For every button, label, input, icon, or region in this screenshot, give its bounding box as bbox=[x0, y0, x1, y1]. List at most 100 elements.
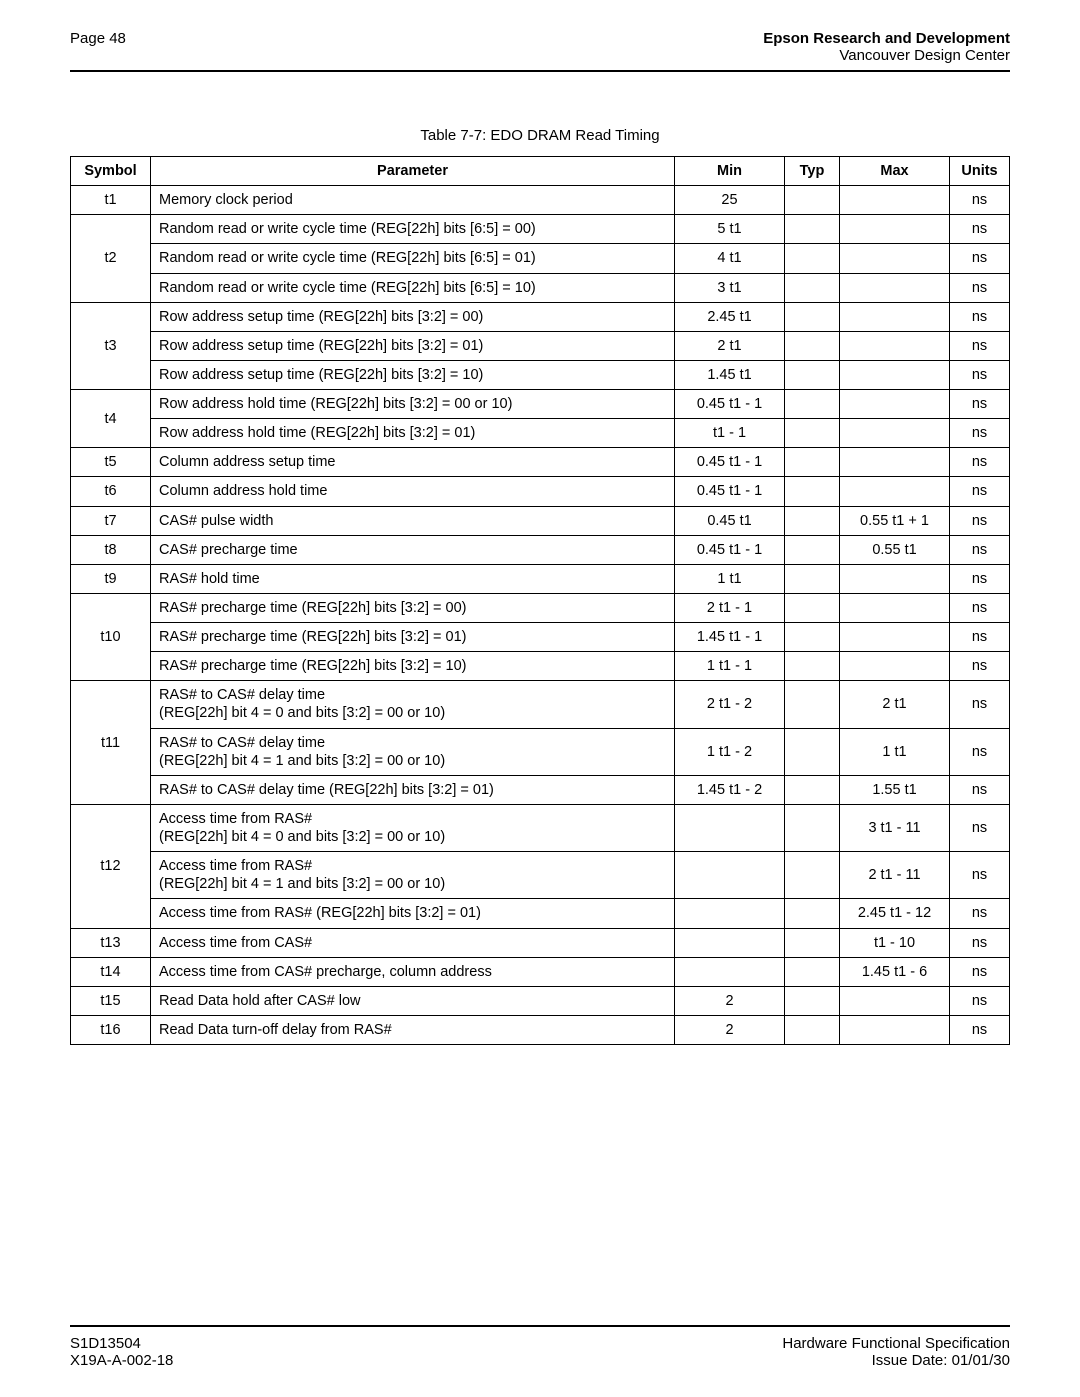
cell-min: 5 t1 bbox=[675, 215, 785, 244]
table-row: Access time from RAS#(REG[22h] bit 4 = 1… bbox=[71, 852, 1010, 899]
col-units: Units bbox=[950, 157, 1010, 186]
cell-parameter: Access time from CAS# bbox=[151, 928, 675, 957]
cell-min: 0.45 t1 bbox=[675, 506, 785, 535]
cell-typ bbox=[785, 928, 840, 957]
footer-left: S1D13504 X19A-A-002-18 bbox=[70, 1335, 173, 1369]
cell-units: ns bbox=[950, 215, 1010, 244]
cell-parameter: Row address setup time (REG[22h] bits [3… bbox=[151, 302, 675, 331]
cell-units: ns bbox=[950, 360, 1010, 389]
cell-symbol: t16 bbox=[71, 1015, 151, 1044]
cell-parameter: Access time from RAS#(REG[22h] bit 4 = 1… bbox=[151, 852, 675, 899]
cell-max bbox=[840, 215, 950, 244]
col-parameter: Parameter bbox=[151, 157, 675, 186]
cell-units: ns bbox=[950, 852, 1010, 899]
cell-min bbox=[675, 852, 785, 899]
cell-units: ns bbox=[950, 1015, 1010, 1044]
page-number: Page 48 bbox=[70, 30, 126, 47]
cell-units: ns bbox=[950, 535, 1010, 564]
cell-max bbox=[840, 419, 950, 448]
cell-max bbox=[840, 652, 950, 681]
cell-symbol: t3 bbox=[71, 302, 151, 389]
cell-units: ns bbox=[950, 448, 1010, 477]
col-min: Min bbox=[675, 157, 785, 186]
cell-typ bbox=[785, 652, 840, 681]
cell-min: t1 - 1 bbox=[675, 419, 785, 448]
cell-typ bbox=[785, 775, 840, 804]
col-typ: Typ bbox=[785, 157, 840, 186]
cell-symbol: t12 bbox=[71, 804, 151, 928]
cell-max bbox=[840, 186, 950, 215]
cell-units: ns bbox=[950, 244, 1010, 273]
cell-max bbox=[840, 593, 950, 622]
cell-units: ns bbox=[950, 302, 1010, 331]
table-row: RAS# to CAS# delay time (REG[22h] bits [… bbox=[71, 775, 1010, 804]
table-row: t13Access time from CAS#t1 - 10ns bbox=[71, 928, 1010, 957]
header-org: Epson Research and Development Vancouver… bbox=[763, 30, 1010, 64]
cell-max: 2 t1 bbox=[840, 681, 950, 728]
cell-min: 0.45 t1 - 1 bbox=[675, 448, 785, 477]
table-row: t12Access time from RAS#(REG[22h] bit 4 … bbox=[71, 804, 1010, 851]
cell-min: 1.45 t1 bbox=[675, 360, 785, 389]
cell-parameter: Memory clock period bbox=[151, 186, 675, 215]
header-org-bold: Epson Research and Development bbox=[763, 30, 1010, 47]
table-row: Row address hold time (REG[22h] bits [3:… bbox=[71, 419, 1010, 448]
cell-units: ns bbox=[950, 506, 1010, 535]
footer-right-1: Hardware Functional Specification bbox=[782, 1335, 1010, 1352]
cell-units: ns bbox=[950, 390, 1010, 419]
cell-parameter: Access time from RAS#(REG[22h] bit 4 = 0… bbox=[151, 804, 675, 851]
cell-symbol: t1 bbox=[71, 186, 151, 215]
cell-typ bbox=[785, 852, 840, 899]
cell-max: 1.55 t1 bbox=[840, 775, 950, 804]
cell-parameter: Row address setup time (REG[22h] bits [3… bbox=[151, 360, 675, 389]
cell-typ bbox=[785, 506, 840, 535]
cell-typ bbox=[785, 477, 840, 506]
cell-typ bbox=[785, 215, 840, 244]
cell-units: ns bbox=[950, 477, 1010, 506]
cell-max bbox=[840, 477, 950, 506]
cell-typ bbox=[785, 728, 840, 775]
cell-units: ns bbox=[950, 957, 1010, 986]
cell-min: 1.45 t1 - 2 bbox=[675, 775, 785, 804]
cell-parameter: Column address setup time bbox=[151, 448, 675, 477]
table-row: RAS# precharge time (REG[22h] bits [3:2]… bbox=[71, 652, 1010, 681]
header-org-sub: Vancouver Design Center bbox=[839, 47, 1010, 64]
cell-parameter: Random read or write cycle time (REG[22h… bbox=[151, 273, 675, 302]
cell-units: ns bbox=[950, 419, 1010, 448]
table-row: Row address setup time (REG[22h] bits [3… bbox=[71, 331, 1010, 360]
table-row: t6Column address hold time0.45 t1 - 1ns bbox=[71, 477, 1010, 506]
cell-symbol: t8 bbox=[71, 535, 151, 564]
table-row: Random read or write cycle time (REG[22h… bbox=[71, 273, 1010, 302]
cell-parameter: Random read or write cycle time (REG[22h… bbox=[151, 215, 675, 244]
cell-parameter: CAS# precharge time bbox=[151, 535, 675, 564]
table-row: Row address setup time (REG[22h] bits [3… bbox=[71, 360, 1010, 389]
cell-parameter: RAS# to CAS# delay time(REG[22h] bit 4 =… bbox=[151, 728, 675, 775]
col-max: Max bbox=[840, 157, 950, 186]
cell-symbol: t2 bbox=[71, 215, 151, 302]
footer-right-2: Issue Date: 01/01/30 bbox=[872, 1352, 1010, 1369]
cell-parameter: CAS# pulse width bbox=[151, 506, 675, 535]
table-row: t14Access time from CAS# precharge, colu… bbox=[71, 957, 1010, 986]
cell-max bbox=[840, 623, 950, 652]
cell-min: 2 t1 bbox=[675, 331, 785, 360]
cell-units: ns bbox=[950, 986, 1010, 1015]
cell-max: 1.45 t1 - 6 bbox=[840, 957, 950, 986]
cell-typ bbox=[785, 535, 840, 564]
cell-units: ns bbox=[950, 273, 1010, 302]
cell-typ bbox=[785, 273, 840, 302]
cell-min bbox=[675, 804, 785, 851]
cell-units: ns bbox=[950, 623, 1010, 652]
cell-typ bbox=[785, 331, 840, 360]
cell-max bbox=[840, 244, 950, 273]
footer-right: Hardware Functional Specification Issue … bbox=[782, 1335, 1010, 1369]
page-footer: S1D13504 X19A-A-002-18 Hardware Function… bbox=[70, 1335, 1010, 1369]
cell-symbol: t11 bbox=[71, 681, 151, 805]
table-row: RAS# to CAS# delay time(REG[22h] bit 4 =… bbox=[71, 728, 1010, 775]
cell-parameter: Access time from CAS# precharge, column … bbox=[151, 957, 675, 986]
cell-max bbox=[840, 390, 950, 419]
footer-left-2: X19A-A-002-18 bbox=[70, 1352, 173, 1369]
footer-rule bbox=[70, 1325, 1010, 1327]
cell-typ bbox=[785, 1015, 840, 1044]
table-row: Random read or write cycle time (REG[22h… bbox=[71, 244, 1010, 273]
cell-min: 2 bbox=[675, 986, 785, 1015]
cell-parameter: RAS# to CAS# delay time (REG[22h] bits [… bbox=[151, 775, 675, 804]
